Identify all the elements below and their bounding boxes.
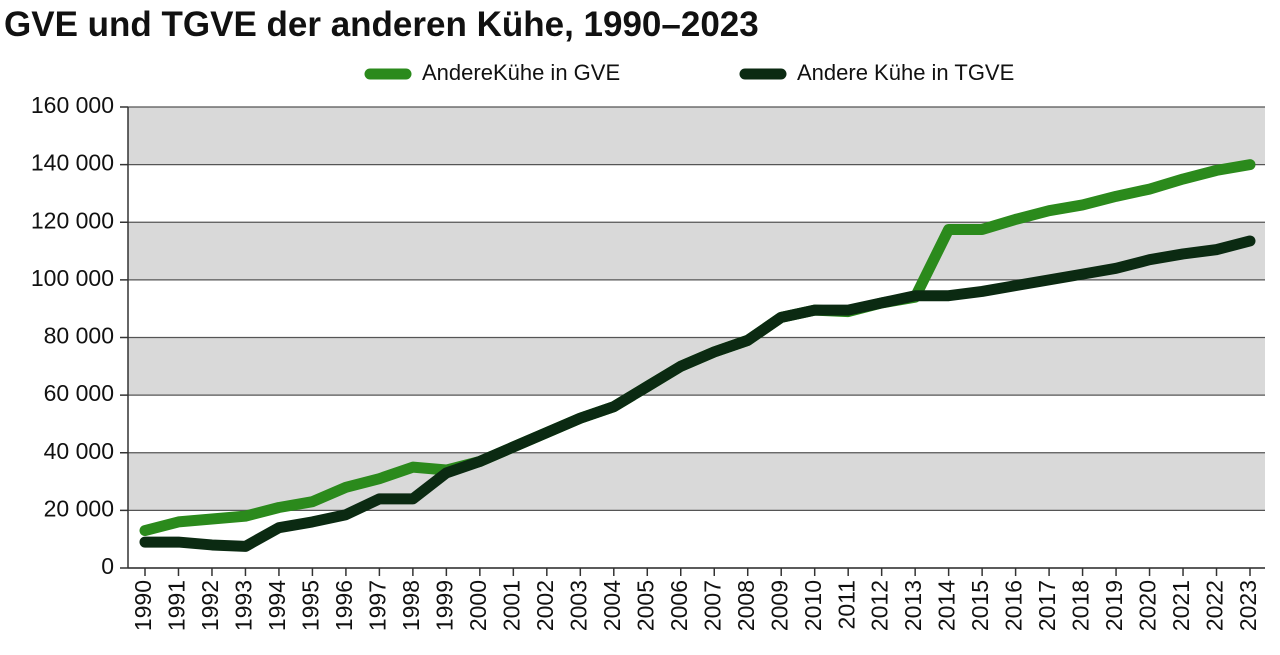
x-tick-label: 2010 [800,580,826,631]
y-tick-label: 60 000 [44,380,114,406]
x-tick-label: 1992 [197,580,223,631]
x-tick-label: 2001 [498,580,524,631]
x-tick-label: 2008 [733,580,759,631]
x-tick-label: 2009 [766,580,792,631]
x-tick-label: 2014 [934,580,960,631]
x-tick-label: 1997 [364,580,390,631]
y-tick-label: 140 000 [31,150,114,176]
legend-label: AndereKühe in GVE [422,60,620,85]
x-tick-label: 1993 [231,580,257,631]
x-tick-label: 2003 [565,580,591,631]
x-tick-label: 1994 [264,580,290,631]
x-tick-label: 2005 [632,580,658,631]
x-tick-label: 1996 [331,580,357,631]
x-tick-label: 1999 [431,580,457,631]
x-tick-label: 2013 [900,580,926,631]
x-tick-label: 2020 [1135,580,1161,631]
x-tick-label: 1995 [298,580,324,631]
chart-title: GVE und TGVE der anderen Kühe, 1990–2023 [4,5,759,44]
x-tick-label: 2004 [599,580,625,631]
y-tick-label: 80 000 [44,323,114,349]
legend-label: Andere Kühe in TGVE [797,60,1014,85]
x-tick-label: 2007 [699,580,725,631]
y-tick-label: 120 000 [31,207,114,233]
x-tick-label: 2022 [1202,580,1228,631]
grid-band [128,337,1265,396]
x-tick-label: 1991 [164,580,190,631]
y-tick-label: 100 000 [31,265,114,291]
y-tick-label: 40 000 [44,438,114,464]
x-tick-label: 2019 [1101,580,1127,631]
x-tick-label: 2021 [1168,580,1194,631]
x-tick-label: 2018 [1068,580,1094,631]
y-tick-label: 0 [101,553,114,579]
x-tick-label: 2000 [465,580,491,631]
data-line [139,235,1256,552]
y-tick-label: 20 000 [44,495,114,521]
y-tick-label: 160 000 [31,92,114,118]
grid-band [128,107,1265,165]
x-tick-label: 2016 [1001,580,1027,631]
x-tick-label: 2002 [532,580,558,631]
x-tick-label: 1998 [398,580,424,631]
x-tick-label: 2017 [1034,580,1060,631]
x-tick-label: 2006 [666,580,692,631]
x-tick-label: 2023 [1235,580,1261,631]
x-tick-label: 1990 [130,580,156,631]
x-tick-label: 2015 [967,580,993,631]
x-tick-label: 2011 [833,580,859,629]
x-tick-label: 2012 [867,580,893,631]
